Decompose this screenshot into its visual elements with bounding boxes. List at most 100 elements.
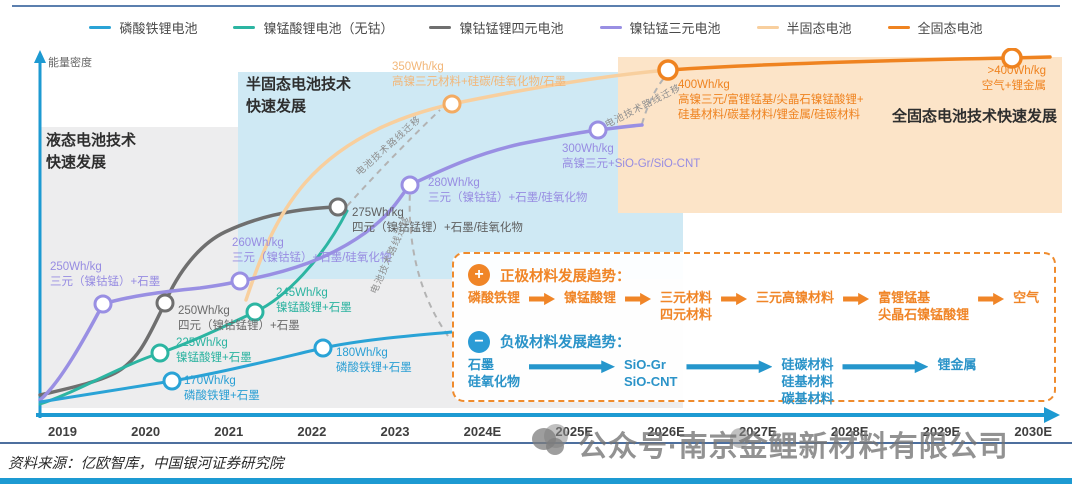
x-tick: 2024E	[463, 424, 502, 439]
data-point-ternary-260	[230, 271, 250, 291]
trend-step: 富锂锰基 尖晶石镍锰酸锂	[878, 290, 970, 322]
trend-step: 三元材料 四元材料	[660, 290, 713, 322]
cathode-trend-header: + 正极材料发展趋势：	[468, 262, 1040, 288]
legend-swatch-lnmo	[233, 26, 256, 29]
point-materials: 高镍三元材料+硅碳/硅氧化物/石墨	[392, 75, 567, 88]
curve-lfp	[38, 330, 454, 404]
anode-trend-header: − 负极材料发展趋势：	[468, 329, 1040, 355]
x-axis-arrow-icon	[1044, 407, 1060, 423]
annotation-quaternary-250: 250Wh/kg 四元（镍钴锰锂）+石墨	[178, 304, 300, 334]
point-materials: 高镍三元/富锂锰基/尖晶石镍锰酸锂+ 硅基材料/碳基材料/锂金属/硅碳材料	[678, 93, 864, 121]
annotation-ternary-260: 260Wh/kg 三元（镍钴锰）+石墨/硅氧化物	[232, 236, 391, 266]
curve-semi-solid	[244, 68, 670, 302]
plot-area: 能量密度 液态电池技术 快速发展 半固态电池技术 快速发展 全固态电池技术快速发…	[0, 48, 1072, 446]
annotation-solid-400: 400Wh/kg 高镍三元/富锂锰基/尖晶石镍锰酸锂+ 硅基材料/碳基材料/锂金…	[678, 78, 864, 123]
x-tick: 2019	[48, 424, 77, 439]
data-point-ternary-250	[93, 294, 113, 314]
data-point-ternary-280	[400, 175, 420, 195]
point-materials: 三元（镍钴锰）+石墨	[50, 275, 161, 288]
migration-line-1	[346, 109, 441, 207]
point-materials: 空气+锂金属	[981, 79, 1046, 92]
legend-label: 全固态电池	[917, 21, 983, 36]
point-value: 300Wh/kg	[562, 143, 614, 155]
trend-step: 磷酸铁锂	[468, 290, 521, 305]
point-materials: 三元（镍钴锰）+石墨/硅氧化物	[232, 251, 392, 264]
point-materials: 磷酸铁锂+石墨	[184, 389, 260, 402]
arrow-right-icon	[529, 292, 556, 306]
data-point-lfp-170	[162, 371, 182, 391]
solid-region	[618, 57, 1062, 213]
legend-swatch-ternary	[599, 26, 622, 29]
anode-trend-steps: 石墨 硅氧化物 SiO-Gr SiO-CNT 硅碳材料 硅基材料 碳基材料 锂金…	[468, 357, 1040, 408]
legend-label: 镍锰酸锂电池（无钴）	[263, 21, 394, 36]
x-tick: 2021	[214, 424, 244, 439]
data-point-lnmo-225	[150, 343, 170, 363]
point-value: 250Wh/kg	[50, 261, 102, 273]
annotation-quaternary-275: 275Wh/kg 四元（镍钴锰锂）+石墨/硅氧化物	[352, 206, 523, 236]
legend-item-lnmo: 镍锰酸锂电池（无钴）	[233, 18, 393, 37]
arrow-right-icon	[625, 292, 652, 306]
y-axis-arrow-icon	[34, 50, 46, 63]
legend-item-solid: 全固态电池	[887, 18, 983, 37]
x-tick: 2030E	[1014, 424, 1052, 439]
annotation-lfp-180: 180Wh/kg 磷酸铁锂+石墨	[336, 346, 412, 376]
x-tick: 2023	[380, 424, 410, 439]
x-tick: 2022	[297, 424, 327, 439]
migration-line-2	[408, 189, 449, 337]
point-materials: 镍锰酸锂+石墨	[276, 301, 352, 314]
trend-step: 石墨 硅氧化物	[468, 356, 521, 389]
arrow-right-icon	[843, 292, 870, 306]
data-point-solid-400plus	[1001, 48, 1023, 69]
arrow-right-icon	[721, 292, 748, 306]
annotation-ternary-280: 280Wh/kg 三元（镍钴锰）+石墨/硅氧化物	[428, 176, 587, 206]
data-point-quaternary-250	[155, 293, 175, 313]
watermark-blob	[730, 428, 750, 448]
annotation-ternary-300: 300Wh/kg 高镍三元+SiO-Gr/SiO-CNT	[562, 142, 700, 172]
anode-trend-title: 负极材料发展趋势：	[500, 335, 631, 352]
solid-region-label: 全固态电池技术快速发展	[892, 108, 1058, 125]
legend-item-ternary: 镍钴锰三元电池	[599, 18, 721, 37]
point-value: 250Wh/kg	[178, 305, 230, 317]
trend-step: 三元高镍材料	[756, 290, 835, 305]
data-point-solid-400	[657, 59, 679, 81]
point-value: 280Wh/kg	[428, 177, 480, 189]
bottom-accent-bar	[0, 478, 1072, 484]
point-materials: 四元（镍钴锰锂）+石墨/硅氧化物	[352, 221, 523, 234]
y-axis-label: 能量密度	[48, 57, 92, 69]
point-materials: 四元（镍钴锰锂）+石墨	[178, 319, 300, 332]
legend-label: 镍钴锰锂四元电池	[459, 21, 564, 36]
x-tick: 2026E	[647, 424, 685, 439]
arrow-right-icon	[686, 360, 773, 374]
point-materials: 高镍三元+SiO-Gr/SiO-CNT	[562, 157, 701, 170]
data-point-semisolid-350	[442, 94, 462, 114]
minus-icon: −	[468, 330, 490, 353]
point-value: >400Wh/kg	[987, 65, 1047, 77]
data-point-lnmo-245	[245, 302, 265, 322]
legend-swatch-lfp	[89, 26, 112, 29]
legend-item-semisolid: 半固态电池	[756, 18, 852, 37]
trend-step: 镍锰酸锂	[564, 290, 617, 305]
legend: 磷酸铁锂电池 镍锰酸锂电池（无钴） 镍钴锰锂四元电池 镍钴锰三元电池 半固态电池…	[0, 18, 1072, 37]
curve-ternary	[38, 123, 644, 402]
cathode-trend-steps: 磷酸铁锂 镍锰酸锂 三元材料 四元材料 三元高镍材料 富锂锰基 尖晶石镍锰酸锂 …	[468, 290, 1040, 324]
data-point-quaternary-275	[328, 197, 348, 217]
point-value: 260Wh/kg	[232, 237, 284, 249]
annotation-ternary-250: 250Wh/kg 三元（镍钴锰）+石墨	[50, 260, 160, 290]
point-value: 275Wh/kg	[352, 207, 404, 219]
x-tick: 2029E	[922, 424, 961, 439]
point-value: 400Wh/kg	[678, 79, 730, 91]
legend-label: 磷酸铁锂电池	[119, 21, 198, 36]
annotation-solid-400plus: >400Wh/kg 空气+锂金属	[896, 64, 1046, 94]
point-materials: 镍锰酸锂+石墨	[176, 351, 252, 364]
source-note: 资料来源：亿欧智库，中国银河证券研究院	[8, 456, 284, 472]
legend-label: 镍钴锰三元电池	[629, 21, 721, 36]
trend-step: 硅碳材料 硅基材料 碳基材料	[781, 356, 834, 406]
arrow-right-icon	[978, 292, 1005, 306]
semi-solid-region-label: 半固态电池技术 快速发展	[246, 76, 352, 115]
curve-solid	[666, 55, 1052, 72]
point-materials: 三元（镍钴锰）+石墨/硅氧化物	[428, 191, 588, 204]
trend-step: 空气	[1013, 290, 1040, 305]
trend-step: 锂金属	[937, 356, 977, 372]
x-tick: 2020	[131, 424, 161, 439]
migration-line-3	[641, 77, 665, 125]
